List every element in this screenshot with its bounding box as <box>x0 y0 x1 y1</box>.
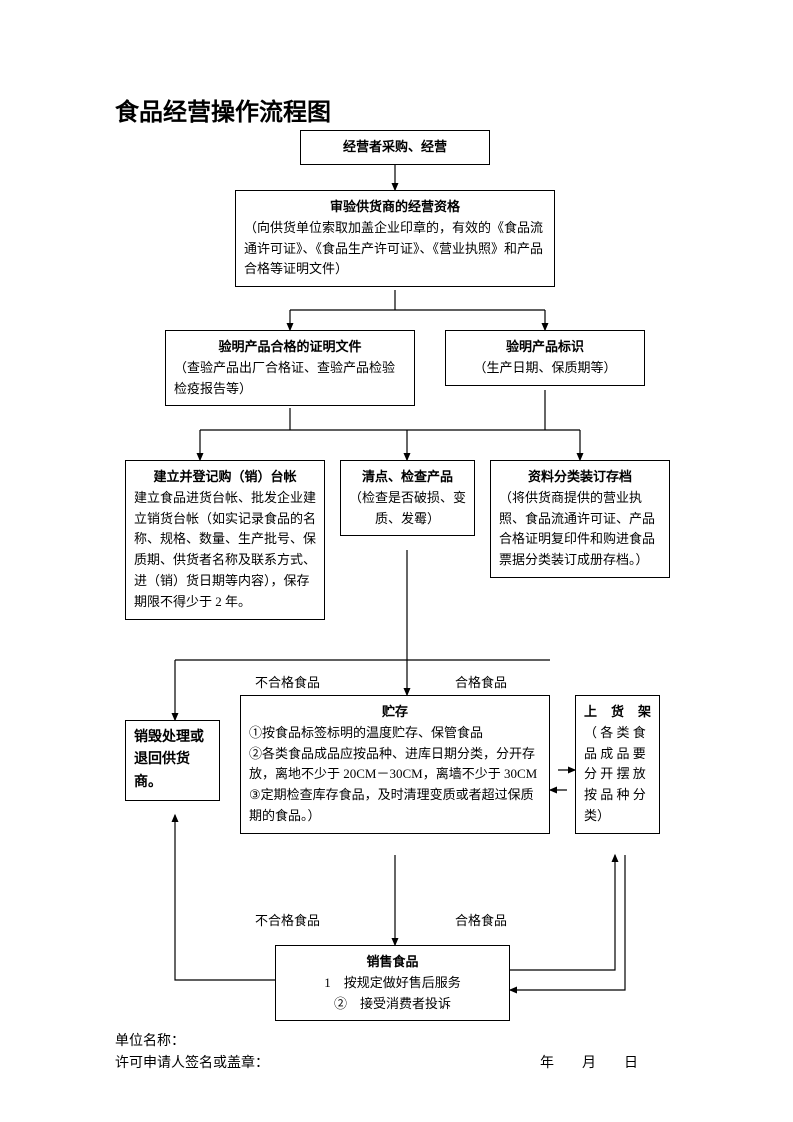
node-heading: 资料分类装订存档 <box>499 467 661 488</box>
node-heading: 审验供货商的经营资格 <box>244 197 546 218</box>
node-inspect-product: 清点、检查产品 （检查是否破损、变质、发霉） <box>340 460 475 536</box>
node-heading: 经营者采购、经营 <box>309 137 481 158</box>
node-body: 建立食品进货台帐、批发企业建立销货台帐（如实记录食品的名称、规格、数量、生产批号… <box>134 488 316 613</box>
node-body: ①按食品标签标明的温度贮存、保管食品 ②各类食品成品应按品种、进库日期分类，分开… <box>249 723 541 827</box>
node-register-ledger: 建立并登记购（销）台帐 建立食品进货台帐、批发企业建立销货台帐（如实记录食品的名… <box>125 460 325 620</box>
node-archive-docs: 资料分类装订存档 （将供货商提供的营业执照、食品流通许可证、产品合格证明复印件和… <box>490 460 670 578</box>
node-body: （ 各 类 食 品 成 品 要 分 开 摆 放 按 品 种 分 类） <box>584 723 651 827</box>
node-body: （生产日期、保质期等） <box>454 358 636 379</box>
node-operator-purchase: 经营者采购、经营 <box>300 130 490 165</box>
flowchart-page: 食品经营操作流程图 经营者采购、经营 审验供货商的经营资格 （向供货单位索取加盖… <box>0 0 793 1122</box>
node-heading: 验明产品标识 <box>454 337 636 358</box>
node-body: （查验产品出厂合格证、查验产品检验检疫报告等） <box>174 358 406 400</box>
node-sell-food: 销售食品 1 按规定做好售后服务 ② 接受消费者投诉 <box>275 945 510 1021</box>
node-heading: 清点、检查产品 <box>349 467 466 488</box>
footer-sign: 许可申请人签名或盖章： <box>115 1052 269 1072</box>
edge-label-good-2: 合格食品 <box>455 910 507 929</box>
node-line: 1 按规定做好售后服务 <box>284 973 501 994</box>
node-heading: 销售食品 <box>284 952 501 973</box>
node-destroy-return: 销毁处理或退回供货商。 <box>125 720 220 801</box>
node-body: （将供货商提供的营业执照、食品流通许可证、产品合格证明复印件和购进食品票据分类装… <box>499 488 661 571</box>
node-heading: 贮存 <box>249 702 541 723</box>
page-title: 食品经营操作流程图 <box>115 92 331 127</box>
node-verify-supplier: 审验供货商的经营资格 （向供货单位索取加盖企业印章的，有效的《食品流通许可证》、… <box>235 190 555 287</box>
node-heading: 验明产品合格的证明文件 <box>174 337 406 358</box>
node-verify-cert: 验明产品合格的证明文件 （查验产品出厂合格证、查验产品检验检疫报告等） <box>165 330 415 406</box>
node-body: （向供货单位索取加盖企业印章的，有效的《食品流通许可证》、《食品生产许可证》、《… <box>244 218 546 280</box>
node-line: ② 接受消费者投诉 <box>284 994 501 1015</box>
node-shelving: 上 货 架 （ 各 类 食 品 成 品 要 分 开 摆 放 按 品 种 分 类） <box>575 695 660 834</box>
node-body: （检查是否破损、变质、发霉） <box>349 488 466 530</box>
edge-label-bad-1: 不合格食品 <box>255 672 320 691</box>
footer-unit: 单位名称： <box>115 1030 185 1050</box>
node-heading: 建立并登记购（销）台帐 <box>134 467 316 488</box>
node-heading: 上 货 架 <box>584 702 651 723</box>
edge-label-good-1: 合格食品 <box>455 672 507 691</box>
node-verify-label: 验明产品标识 （生产日期、保质期等） <box>445 330 645 386</box>
edge-label-bad-2: 不合格食品 <box>255 910 320 929</box>
node-storage: 贮存 ①按食品标签标明的温度贮存、保管食品 ②各类食品成品应按品种、进库日期分类… <box>240 695 550 834</box>
node-body: 销毁处理或退回供货商。 <box>134 730 204 790</box>
footer-date: 年 月 日 <box>540 1052 638 1072</box>
